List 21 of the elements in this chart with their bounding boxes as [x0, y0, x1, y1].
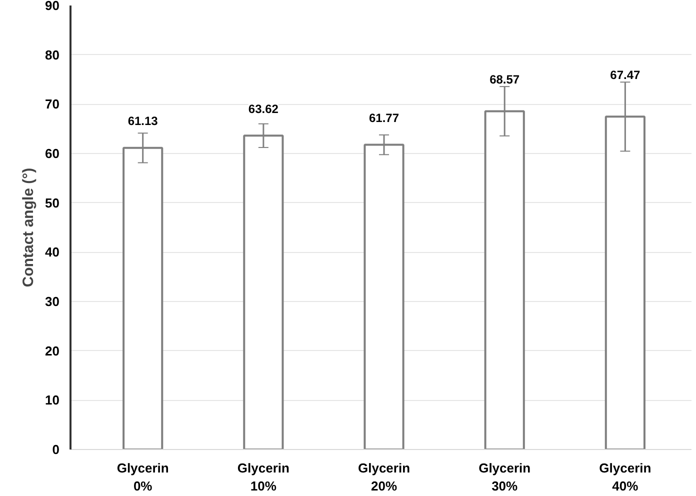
- y-tick-label: 90: [45, 0, 60, 13]
- y-tick-label: 70: [45, 96, 60, 112]
- y-tick-label: 60: [45, 146, 60, 161]
- data-label: 67.47: [610, 68, 641, 82]
- x-tick-label: Glycerin 30%: [478, 460, 531, 494]
- x-tick-label: Glycerin 10%: [237, 460, 290, 494]
- x-tick-label: Glycerin 0%: [116, 460, 169, 494]
- y-tick-label: 40: [45, 244, 60, 260]
- y-tick-label: 0: [52, 442, 60, 457]
- x-tick-label: Glycerin 40%: [599, 460, 652, 494]
- data-label: 61.13: [128, 114, 158, 128]
- y-tick-label: 30: [45, 294, 60, 309]
- y-tick-label: 50: [45, 195, 60, 210]
- y-tick-label: 80: [45, 47, 60, 62]
- data-label: 63.62: [248, 102, 279, 116]
- data-label: 61.77: [369, 111, 400, 126]
- y-tick-label: 20: [45, 343, 60, 358]
- y-tick-label: 10: [45, 392, 60, 408]
- y-axis-title: Contact angle (°): [20, 168, 38, 288]
- x-tick-label: Glycerin 20%: [358, 460, 410, 494]
- data-label: 68.57: [490, 72, 520, 87]
